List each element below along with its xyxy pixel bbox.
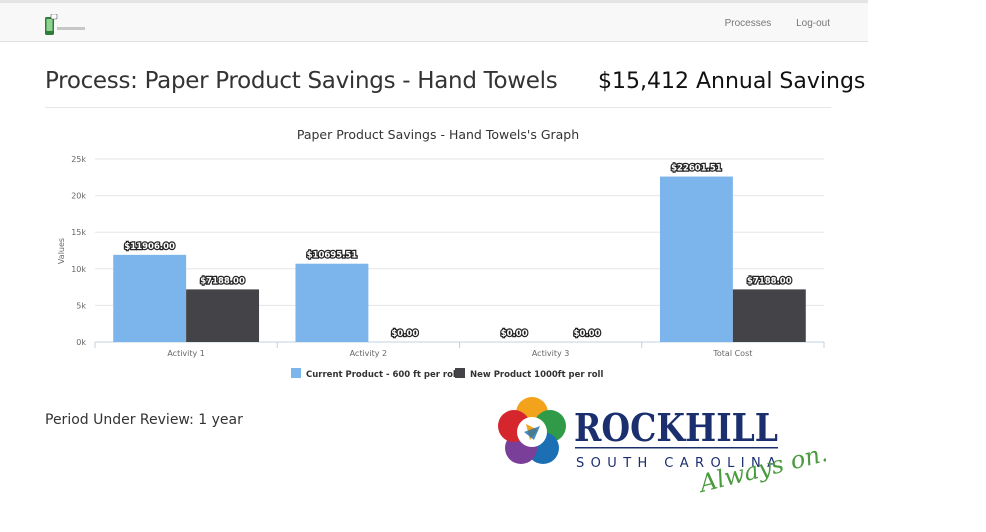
bar-total-cost-series-1[interactable]: [659, 176, 733, 342]
data-label: $7188.00: [200, 276, 245, 286]
x-tick-label: Activity 1: [167, 349, 205, 358]
brand-logo[interactable]: [44, 14, 88, 40]
bar-activity-1-series-2[interactable]: [186, 289, 260, 342]
legend-swatch[interactable]: [291, 368, 301, 378]
x-tick-label: Total Cost: [712, 349, 752, 358]
data-label: $11906.00: [124, 242, 175, 252]
legend-label[interactable]: Current Product - 600 ft per roll: [306, 370, 459, 380]
period-under-review: Period Under Review: 1 year: [45, 412, 243, 428]
data-label: $22601.51: [671, 164, 722, 174]
data-label: $0.00: [574, 329, 601, 339]
x-tick-label: Activity 3: [532, 349, 570, 358]
y-axis-label: Values: [57, 238, 66, 264]
y-tick-label: 5k: [76, 301, 86, 310]
nav-processes[interactable]: Processes: [724, 18, 772, 29]
legend-swatch[interactable]: [455, 368, 465, 378]
y-tick-label: 10k: [71, 265, 86, 274]
y-tick-label: 0k: [76, 338, 86, 347]
y-tick-label: 20k: [71, 192, 86, 201]
nav-menu: Processes Log-out: [703, 18, 830, 29]
page-title: Process: Paper Product Savings - Hand To…: [45, 68, 558, 94]
rockhill-wordmark: ROCKHILL: [574, 405, 778, 450]
data-label: $0.00: [501, 329, 528, 339]
data-label: $7188.00: [747, 276, 792, 286]
bar-activity-1-series-1[interactable]: [113, 254, 187, 342]
legend-label[interactable]: New Product 1000ft per roll: [470, 370, 603, 380]
bar-activity-2-series-1[interactable]: [295, 263, 369, 342]
flower-emblem-icon: [498, 397, 566, 464]
bar-total-cost-series-2[interactable]: [732, 289, 806, 342]
savings-bar-chart: Paper Product Savings - Hand Towels's Gr…: [57, 127, 825, 380]
divider: [45, 107, 831, 108]
y-tick-label: 15k: [71, 228, 86, 237]
rockhill-logo: ROCKHILL SOUTH CAROLINA Always on.: [498, 397, 826, 498]
chart-title: Paper Product Savings - Hand Towels's Gr…: [297, 127, 579, 142]
top-navbar: Processes Log-out: [0, 0, 868, 42]
nav-logout[interactable]: Log-out: [796, 18, 830, 29]
data-label: $0.00: [391, 329, 418, 339]
annual-savings: $15,412 Annual Savings: [598, 69, 866, 94]
y-tick-label: 25k: [71, 155, 86, 164]
x-tick-label: Activity 2: [350, 349, 388, 358]
data-label: $10695.51: [307, 251, 358, 261]
